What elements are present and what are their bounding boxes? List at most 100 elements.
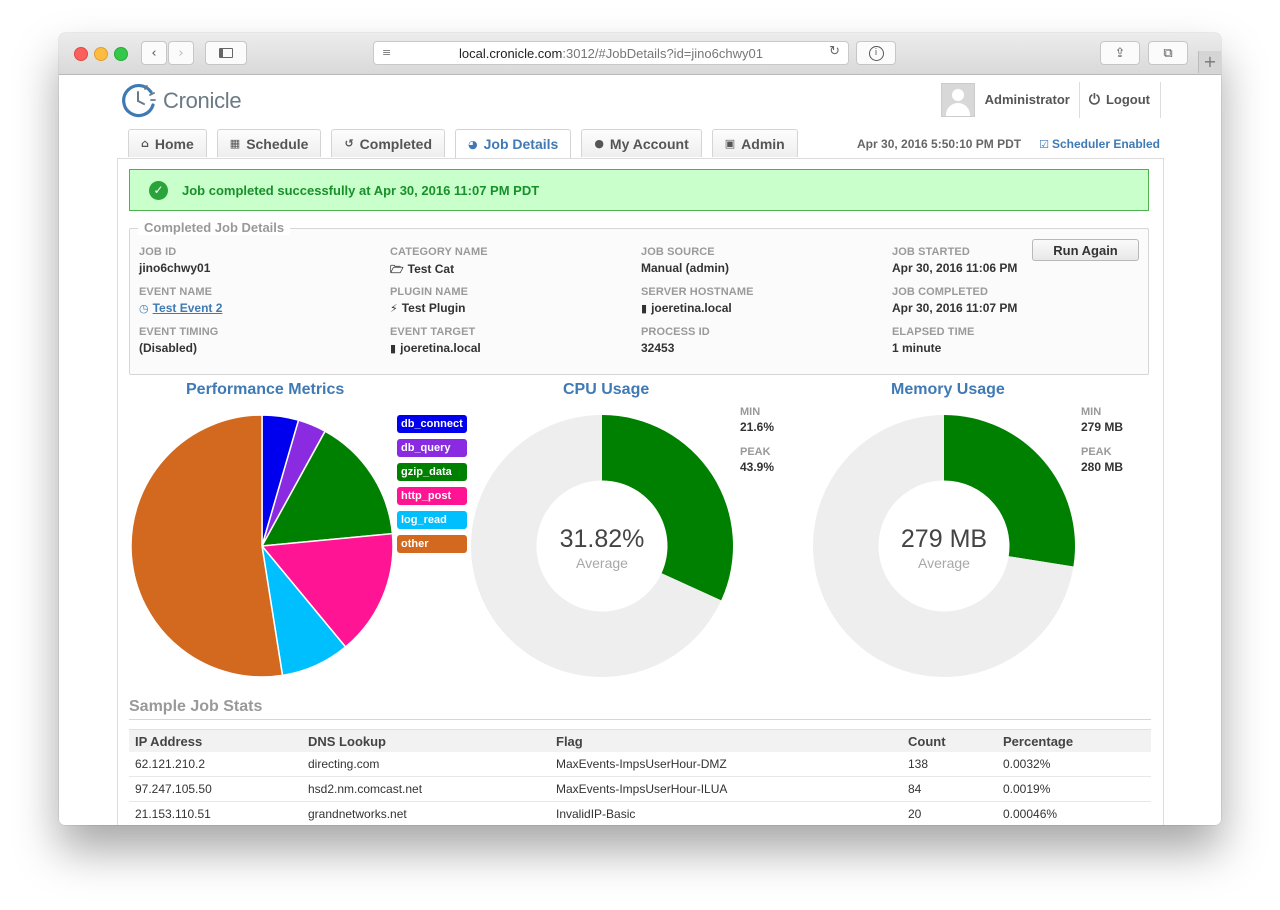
user-name-link[interactable]: Administrator (985, 82, 1080, 118)
cpu-average-value: 31.82% (559, 525, 645, 553)
table-cell: grandnetworks.net (302, 801, 550, 825)
table-cell: 0.0019% (997, 776, 1151, 802)
browser-toolbar: ‹ › ≡ local.cronicle.com:3012/#JobDetail… (59, 33, 1221, 75)
app-logo[interactable]: Cronicle (121, 83, 242, 119)
slice-gzip-data (260, 430, 394, 547)
home-icon: ⌂ (141, 137, 149, 150)
sample-stats-table: IP Address DNS Lookup Flag Count Percent… (129, 729, 1151, 825)
clock-logo-icon (122, 84, 156, 118)
success-banner: ✓ Job completed successfully at Apr 30, … (129, 169, 1149, 211)
tabs-overview-button[interactable]: ⧉ (1148, 41, 1188, 65)
table-cell: 0.0032% (997, 752, 1151, 777)
info-button[interactable]: i (856, 41, 896, 65)
tab-label: Job Details (483, 136, 559, 152)
reader-icon[interactable]: ≡ (382, 46, 392, 59)
divider (129, 719, 1151, 720)
tab-job-details[interactable]: ◕ Job Details (455, 129, 572, 158)
column-header: IP Address (129, 729, 302, 752)
zoom-window-button[interactable] (114, 47, 128, 61)
job-id-value: jino6chwy01 (139, 261, 211, 275)
tab-my-account[interactable]: ● My Account (581, 129, 702, 157)
history-icon: ↺ (344, 137, 354, 150)
address-bar[interactable]: ≡ local.cronicle.com:3012/#JobDetails?id… (373, 41, 849, 65)
back-button[interactable]: ‹ (141, 41, 167, 65)
job-started-value: Apr 30, 2016 11:06 PM (892, 261, 1018, 275)
cpu-min-value: 21.6% (740, 420, 775, 434)
cpu-stats: MIN 21.6% PEAK 43.9% (740, 406, 774, 486)
close-window-button[interactable] (74, 47, 88, 61)
tab-label: Completed (359, 135, 432, 152)
field-label: Job Source (641, 246, 715, 258)
column-header: Count (902, 729, 997, 752)
plugin-value: ⚡ Test Plugin (390, 301, 466, 315)
event-name-link[interactable]: ◷ Test Event 2 (139, 301, 223, 315)
header-status: Apr 30, 2016 5:50:10 PM PDT ☑ Scheduler E… (857, 137, 1160, 151)
minimize-window-button[interactable] (94, 47, 108, 61)
avatar[interactable] (940, 83, 975, 117)
field-label: Process ID (641, 326, 710, 338)
checkbox-icon: ☑ (1039, 138, 1049, 151)
cpu-min-label: MIN (740, 406, 761, 418)
field-label: Elapsed Time (892, 326, 975, 338)
field-label: Event Target (390, 326, 476, 338)
performance-pie-chart (130, 414, 394, 678)
legend-item-gzip-data: gzip_data (397, 463, 467, 481)
memory-usage-title: Memory Usage (891, 381, 1005, 398)
scheduler-toggle[interactable]: ☑ Scheduler Enabled (1039, 137, 1160, 151)
tab-schedule[interactable]: ▦ Schedule (216, 129, 322, 157)
reload-icon[interactable]: ↻ (829, 44, 840, 59)
table-cell: 84 (902, 776, 997, 802)
clock-icon: ◷ (139, 302, 149, 315)
tab-home[interactable]: ⌂ Home (128, 129, 207, 157)
slice-http-post (260, 532, 394, 648)
table-cell: MaxEvents-ImpsUserHour-ILUA (550, 776, 902, 802)
table-cell: 21.153.110.51 (129, 801, 302, 825)
slice-used (944, 415, 1075, 567)
elapsed-time-value: 1 minute (892, 341, 942, 355)
field-label: Plugin Name (390, 286, 469, 298)
tab-admin[interactable]: ▣ Admin (711, 129, 798, 157)
run-again-button[interactable]: Run Again (1032, 239, 1139, 261)
plug-icon: ⚡ (390, 302, 398, 315)
column-header: Percentage (997, 729, 1151, 752)
category-value: 🗁 Test Cat (390, 262, 455, 276)
server-icon: ▮ (641, 302, 648, 315)
tab-completed[interactable]: ↺ Completed (331, 129, 445, 157)
share-button[interactable]: ⇪ (1100, 41, 1140, 65)
tab-label: Schedule (246, 135, 309, 152)
forward-button[interactable]: › (168, 41, 194, 65)
plus-icon: + (1203, 52, 1217, 71)
table-cell: 0.00046% (997, 801, 1151, 825)
url-path: :3012/#JobDetails?id=jino6chwy01 (562, 45, 763, 61)
tab-label: Admin (741, 135, 785, 152)
table-cell: 62.121.210.2 (129, 752, 302, 777)
cpu-center: 31.82% Average (532, 525, 672, 571)
pie-chart-icon: ◕ (468, 137, 478, 151)
info-icon: i (868, 45, 884, 61)
share-icon: ⇪ (1114, 45, 1126, 61)
logout-button[interactable]: ⏻ Logout (1089, 82, 1161, 118)
sample-stats-title: Sample Job Stats (129, 698, 263, 715)
legend-item-other: other (397, 535, 467, 553)
memory-donut-chart (813, 415, 1075, 677)
details-column: Category Name 🗁 Test Cat Plugin Name ⚡ Test … (390, 246, 488, 366)
memory-min-value: 279 MB (1081, 420, 1124, 434)
user-icon: ● (594, 137, 604, 150)
performance-metrics-title: Performance Metrics (186, 381, 345, 398)
slice-used (602, 415, 733, 601)
legend-item-log-read: log_read (397, 511, 467, 529)
logout-label: Logout (1105, 92, 1150, 107)
memory-peak-value: 280 MB (1081, 460, 1124, 474)
process-id-value: 32453 (641, 341, 675, 355)
calendar-icon: ▦ (229, 137, 241, 150)
main-tabs: ⌂ Home ▦ Schedule ↺ Completed ◕ Job Details … (128, 129, 808, 158)
sidebar-icon (219, 48, 233, 58)
new-tab-button[interactable]: + (1198, 51, 1221, 73)
slice-other (130, 414, 284, 678)
slice-free (471, 415, 722, 677)
sidebar-toggle-button[interactable] (205, 41, 247, 65)
table-cell: 20 (902, 801, 997, 825)
event-timing-value: (Disabled) (139, 341, 198, 355)
job-completed-value: Apr 30, 2016 11:07 PM (892, 301, 1018, 315)
field-label: Job Started (892, 246, 970, 258)
